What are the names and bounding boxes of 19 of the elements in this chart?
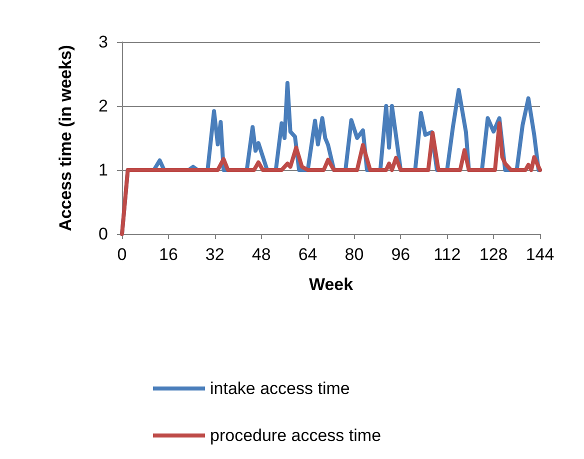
legend-label: intake access time bbox=[210, 379, 350, 398]
line-series bbox=[120, 121, 542, 236]
x-tick-label: 48 bbox=[252, 245, 271, 264]
y-axis-title: Access time (in weeks) bbox=[56, 44, 75, 232]
x-tick-label: 96 bbox=[391, 245, 410, 264]
x-tick-label: 16 bbox=[158, 245, 178, 264]
legend-label: procedure access time bbox=[210, 426, 382, 445]
x-tick-label: 64 bbox=[298, 245, 318, 264]
y-tick-label: 1 bbox=[98, 160, 108, 180]
x-tick-label: 0 bbox=[117, 245, 127, 264]
y-tick-label: 3 bbox=[98, 32, 108, 52]
x-tick-label: 128 bbox=[479, 245, 508, 264]
y-tick-label: 0 bbox=[98, 224, 108, 244]
x-tick-label: 32 bbox=[205, 245, 224, 264]
x-tick-label: 80 bbox=[344, 245, 364, 264]
y-tick-label: 2 bbox=[98, 96, 108, 116]
x-tick-label: 144 bbox=[526, 245, 554, 264]
x-tick-label: 112 bbox=[434, 245, 461, 264]
x-axis-title: Week bbox=[308, 275, 354, 294]
